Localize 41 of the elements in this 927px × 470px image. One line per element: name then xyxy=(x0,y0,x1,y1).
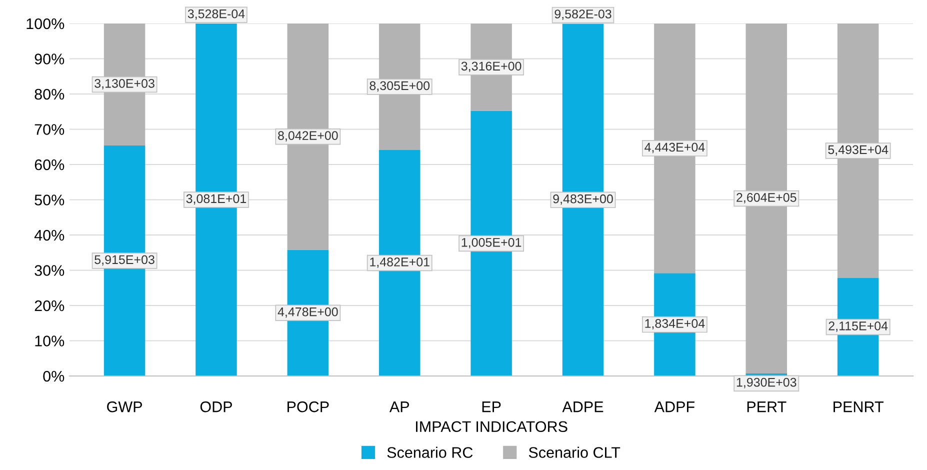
y-tick-label: 70% xyxy=(34,124,64,135)
legend-label: Scenario CLT xyxy=(528,446,620,458)
annotation: 8,042E+00 xyxy=(278,131,338,142)
x-tick-label: ADPE xyxy=(562,402,604,412)
annotation: 2,604E+05 xyxy=(736,193,796,204)
annotation: 3,130E+03 xyxy=(94,78,154,90)
annotation: 5,493E+04 xyxy=(828,145,888,156)
annotation: 8,305E+00 xyxy=(370,81,430,92)
annotation: 4,478E+00 xyxy=(278,307,338,318)
annotation: 9,483E+00 xyxy=(553,194,613,205)
x-tick-label: GWP xyxy=(107,401,142,412)
y-tick-label: 0% xyxy=(43,370,64,382)
y-tick-label: 100% xyxy=(26,18,64,30)
legend-label: Scenario RC xyxy=(387,446,473,458)
y-tick-label: 60% xyxy=(34,159,64,170)
annotation: 3,081E+01 xyxy=(186,194,246,205)
annotation: 1,482E+01 xyxy=(370,258,430,268)
y-tick-label: 50% xyxy=(34,194,64,206)
annotation: 1,834E+04 xyxy=(645,319,705,330)
text: 3,528E-04 xyxy=(188,9,245,20)
annotation: 2,115E+04 xyxy=(828,322,888,332)
annotation: 5,915E+03 xyxy=(94,255,154,266)
y-tick-label: 80% xyxy=(34,88,64,100)
x-tick-label: POCP xyxy=(288,401,329,412)
annotation: 3,316E+00 xyxy=(461,62,522,72)
x-axis-title: IMPACT INDICATORS xyxy=(416,421,568,432)
y-tick-label: 20% xyxy=(34,300,64,312)
x-tick-label: EP xyxy=(482,402,501,412)
x-tick-label: PENRT xyxy=(834,402,884,412)
text: 1,930E+03 xyxy=(736,378,796,388)
y-tick-label: 40% xyxy=(34,230,64,241)
annotation: 1,005E+01 xyxy=(462,238,522,248)
x-tick-label: PERT xyxy=(747,402,786,412)
x-tick-label: ODP xyxy=(200,401,232,412)
y-tick-label: 30% xyxy=(34,265,64,276)
y-tick-label: 90% xyxy=(34,54,64,64)
x-tick-label: ADPF xyxy=(654,402,694,412)
y-tick-label: 10% xyxy=(35,336,64,346)
annotation: 4,443E+04 xyxy=(644,142,705,154)
text: 9,582E-03 xyxy=(554,10,612,20)
x-tick-label: AP xyxy=(389,402,409,412)
